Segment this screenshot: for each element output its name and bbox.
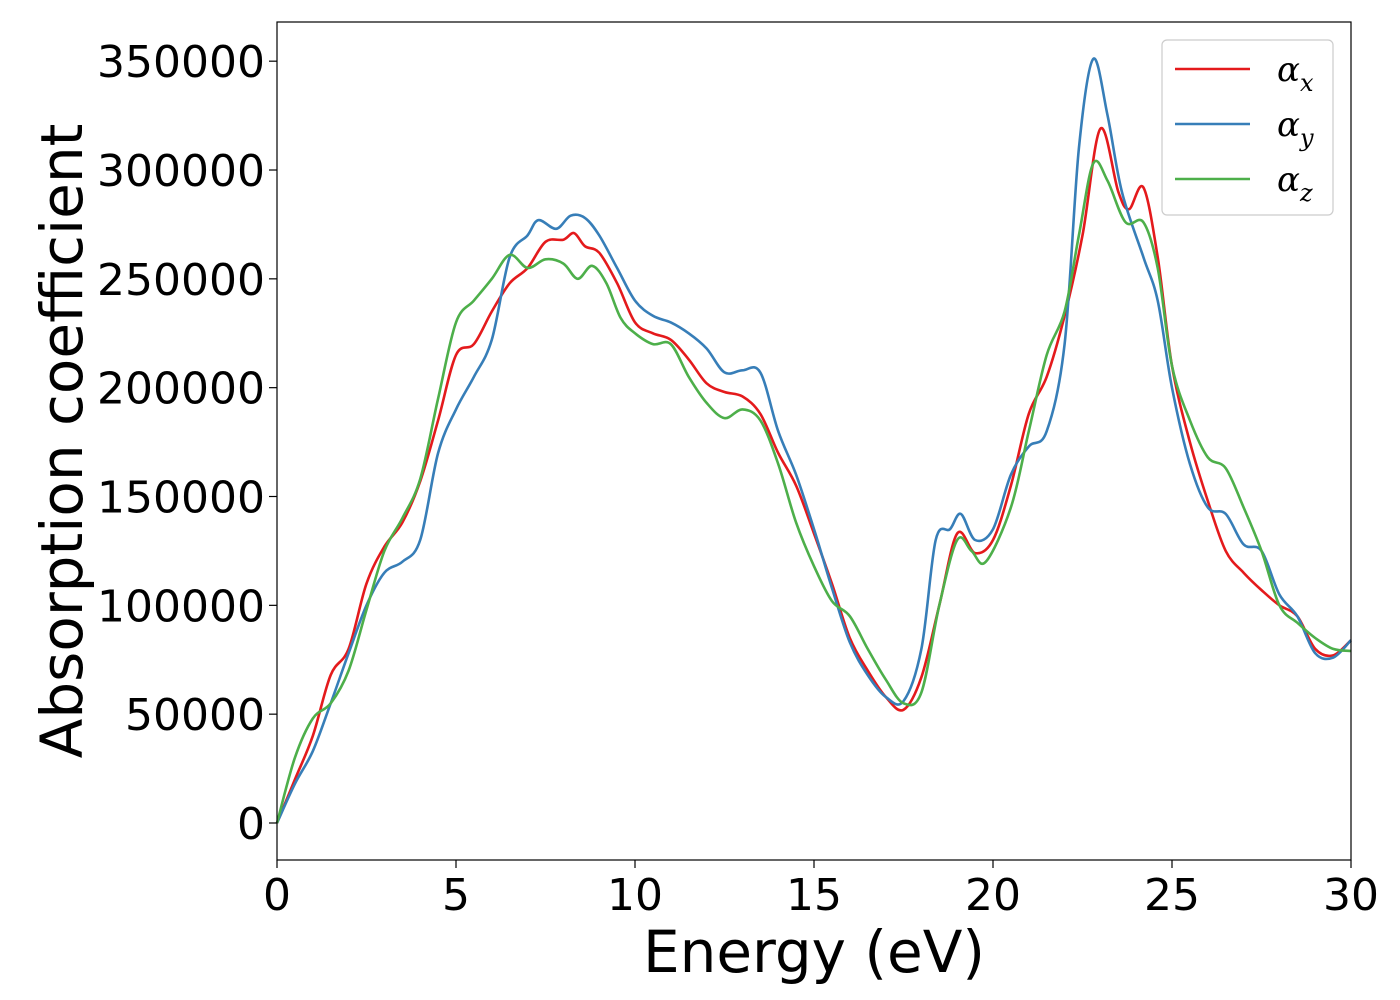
y-tick-label: 250000 bbox=[97, 255, 265, 306]
series-line-y bbox=[275, 57, 1352, 824]
x-tick-label: 30 bbox=[1323, 870, 1379, 921]
x-tick-label: 15 bbox=[786, 870, 842, 921]
y-tick-label: 150000 bbox=[97, 473, 265, 524]
y-axis-title: Absorption coefficient bbox=[28, 124, 96, 759]
legend-subscript: z bbox=[1299, 179, 1313, 207]
x-tick-label: 25 bbox=[1144, 870, 1200, 921]
y-tick-label: 50000 bbox=[125, 690, 265, 741]
plot-lines bbox=[275, 57, 1352, 824]
x-tick-label: 10 bbox=[607, 870, 663, 921]
y-tick-label: 200000 bbox=[97, 364, 265, 415]
y-tick-label: 0 bbox=[237, 799, 265, 850]
y-axis: 0 50000 100000 150000 200000 250000 300000 3500… bbox=[97, 37, 277, 850]
x-axis: 0 5 10 15 20 25 30 bbox=[263, 860, 1379, 921]
legend-subscript: x bbox=[1300, 69, 1314, 97]
x-axis-title: Energy (eV) bbox=[643, 918, 985, 986]
legend-box bbox=[1161, 39, 1334, 216]
y-tick-label: 300000 bbox=[97, 146, 265, 197]
y-tick-label: 350000 bbox=[97, 37, 265, 88]
legend-subscript: y bbox=[1299, 124, 1314, 152]
series-line-z bbox=[275, 159, 1352, 824]
x-tick-label: 5 bbox=[442, 870, 470, 921]
y-tick-label: 100000 bbox=[97, 581, 265, 632]
x-tick-label: 0 bbox=[263, 870, 291, 921]
series-line-x bbox=[275, 127, 1352, 824]
x-tick-label: 20 bbox=[965, 870, 1021, 921]
